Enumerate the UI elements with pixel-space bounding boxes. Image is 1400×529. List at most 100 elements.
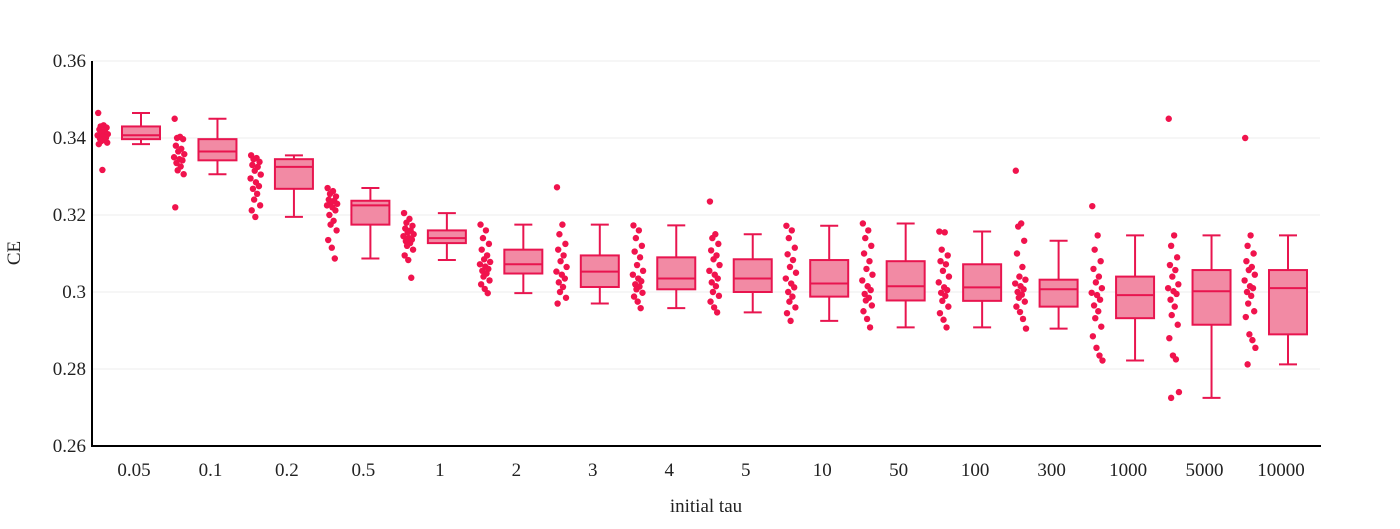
box-group [1164, 115, 1232, 402]
data-point [1013, 250, 1021, 257]
data-point [482, 227, 490, 234]
box-group [629, 222, 697, 312]
data-point [707, 298, 714, 305]
x-tick-label: 2 [512, 460, 522, 481]
data-point [1250, 250, 1257, 257]
data-point [1089, 202, 1096, 210]
data-point [1246, 331, 1253, 338]
data-point [403, 242, 411, 249]
data-point [1242, 313, 1250, 321]
x-tick-label: 50 [889, 460, 908, 481]
data-point [1166, 261, 1174, 269]
box-iqr [197, 138, 238, 162]
data-point [477, 281, 485, 288]
data-point [403, 219, 410, 226]
data-point [785, 288, 792, 296]
x-tick-label: 100 [961, 460, 990, 481]
data-point [639, 289, 646, 296]
data-point [95, 109, 102, 117]
x-tick-label: 4 [665, 460, 675, 481]
data-point [782, 275, 789, 282]
data-point [637, 304, 644, 312]
data-point [1098, 284, 1106, 292]
data-point [1093, 291, 1101, 299]
data-point [249, 161, 256, 169]
data-point [1241, 277, 1248, 284]
data-point [1012, 280, 1019, 287]
data-point [633, 261, 641, 269]
y-tick-label: 0.36 [53, 51, 86, 72]
data-point [405, 256, 412, 264]
data-point [1251, 271, 1259, 278]
data-point [943, 286, 951, 294]
data-point [326, 211, 333, 219]
data-point [941, 229, 948, 236]
data-point [250, 155, 257, 163]
data-point [785, 234, 792, 242]
data-point [408, 274, 415, 281]
data-point [869, 271, 876, 278]
box-group [553, 184, 620, 307]
data-point [484, 289, 491, 297]
data-point [404, 229, 411, 236]
data-point [553, 184, 561, 191]
data-point [867, 286, 874, 294]
y-tick-label: 0.34 [53, 128, 87, 149]
data-point [485, 240, 493, 248]
data-point [1088, 289, 1095, 296]
data-point [715, 292, 723, 300]
data-point [863, 265, 870, 273]
data-point [555, 246, 562, 253]
data-point [1093, 344, 1100, 352]
data-point [632, 234, 640, 242]
data-point [559, 283, 567, 291]
data-point [1167, 394, 1175, 402]
data-point [859, 220, 867, 227]
box-iqr [885, 260, 926, 302]
data-point [1090, 265, 1097, 273]
data-point [181, 150, 188, 158]
x-tick-label: 5000 [1186, 460, 1224, 481]
data-point [179, 157, 186, 164]
data-point [410, 231, 417, 238]
data-point [1167, 242, 1175, 249]
data-point [791, 284, 798, 291]
data-point [1249, 336, 1256, 344]
x-tick-label: 10 [813, 460, 832, 481]
data-point [172, 204, 179, 211]
x-tick-label: 5 [741, 460, 751, 481]
data-point [326, 190, 334, 198]
data-point [553, 268, 560, 275]
data-point [175, 148, 182, 155]
data-point [789, 293, 796, 300]
box-group [859, 220, 926, 331]
data-point [710, 256, 717, 263]
data-point [401, 252, 408, 259]
data-point [709, 288, 717, 296]
data-point [171, 115, 178, 122]
data-point [1089, 333, 1097, 340]
data-point [639, 267, 647, 275]
box-group [782, 222, 850, 325]
data-point [1245, 266, 1253, 274]
data-point [713, 309, 721, 316]
data-point [1165, 115, 1172, 122]
data-point [1098, 323, 1105, 330]
data-point [478, 246, 485, 253]
data-point [1244, 242, 1251, 249]
box-iqr [656, 256, 697, 291]
data-point [95, 140, 103, 148]
data-point [634, 298, 641, 305]
data-point [935, 279, 942, 286]
data-point [324, 184, 331, 192]
data-point [638, 278, 645, 285]
data-point [479, 234, 487, 242]
data-point [788, 227, 795, 234]
data-point [1020, 237, 1028, 244]
data-point [706, 267, 713, 275]
y-tick-label: 0.26 [53, 436, 86, 457]
x-tick-label: 0.5 [352, 460, 376, 481]
data-point [1173, 290, 1180, 298]
data-point [253, 190, 261, 198]
